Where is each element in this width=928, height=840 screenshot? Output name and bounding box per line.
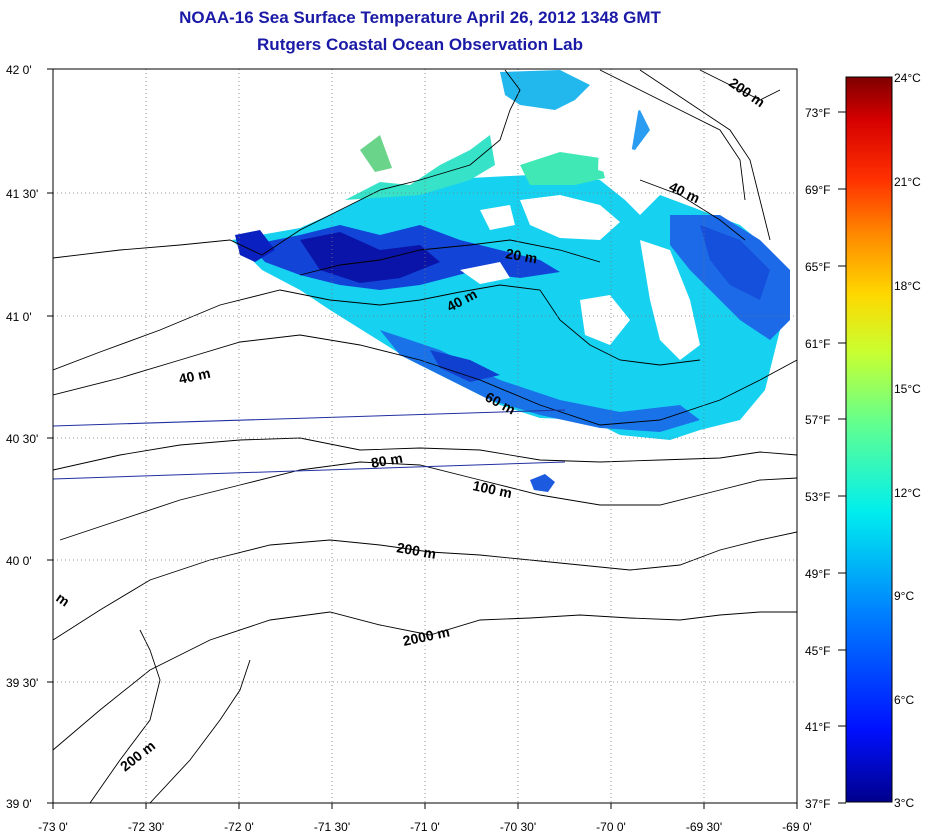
lat-label: 39 30': [6, 676, 38, 690]
lon-label: -71 30': [314, 820, 350, 834]
lon-label: -73 0': [38, 820, 68, 834]
fahrenheit-label: 53°F: [805, 490, 830, 504]
fahrenheit-label: 37°F: [805, 797, 830, 811]
lon-label: -70 30': [500, 820, 536, 834]
lat-label: 41 30': [6, 187, 38, 201]
graticule: [53, 69, 797, 803]
lon-label: -69 0': [782, 820, 812, 834]
celsius-label: 3°C: [894, 796, 914, 810]
celsius-label: 9°C: [894, 589, 914, 603]
colorbar: [845, 76, 893, 803]
depth-label: m: [53, 589, 72, 609]
map-subtitle: Rutgers Coastal Ocean Observation Lab: [257, 35, 583, 54]
depth-label: 40 m: [177, 365, 212, 387]
latitude-labels: 42 0' 41 30' 41 0' 40 30' 40 0' 39 30' 3…: [6, 63, 38, 811]
depth-label: 200 m: [117, 737, 158, 774]
lat-label: 40 0': [6, 554, 32, 568]
celsius-label: 21°C: [894, 175, 921, 189]
fahrenheit-label: 49°F: [805, 567, 830, 581]
celsius-label: 6°C: [894, 693, 914, 707]
lat-label: 42 0': [6, 63, 32, 77]
lon-label: -71 0': [410, 820, 440, 834]
depth-label: 20 m: [504, 245, 538, 266]
celsius-label: 24°C: [894, 71, 921, 85]
depth-label: 100 m: [471, 477, 513, 501]
fahrenheit-label: 69°F: [805, 183, 830, 197]
lon-label: -72 30': [128, 820, 164, 834]
depth-label: 200 m: [726, 74, 768, 110]
depth-label: 2000 m: [401, 623, 451, 649]
colorbar-fahrenheit-labels: 73°F 69°F 65°F 61°F 57°F 53°F 49°F 45°F …: [805, 106, 830, 811]
celsius-label: 15°C: [894, 382, 921, 396]
longitude-labels: -73 0' -72 30' -72 0' -71 30' -71 0' -70…: [38, 820, 812, 834]
track-lines: [52, 409, 566, 480]
celsius-label: 18°C: [894, 279, 921, 293]
axis-ticks: [47, 68, 798, 809]
lon-label: -69 30': [686, 820, 722, 834]
sst-imagery: [232, 70, 790, 492]
fahrenheit-label: 73°F: [805, 106, 830, 120]
fahrenheit-label: 61°F: [805, 337, 830, 351]
fahrenheit-label: 45°F: [805, 644, 830, 658]
lon-label: -70 0': [596, 820, 626, 834]
lon-label: -72 0': [224, 820, 254, 834]
lat-label: 41 0': [6, 310, 32, 324]
depth-label: 80 m: [370, 450, 404, 471]
colorbar-celsius-labels: 24°C 21°C 18°C 15°C 12°C 9°C 6°C 3°C: [894, 71, 921, 810]
bathymetry-contours: [53, 69, 797, 803]
map-title: NOAA-16 Sea Surface Temperature April 26…: [179, 8, 661, 27]
fahrenheit-label: 65°F: [805, 260, 830, 274]
colorbar-ticks: [838, 111, 846, 804]
celsius-label: 12°C: [894, 486, 921, 500]
lat-label: 40 30': [6, 432, 38, 446]
lat-label: 39 0': [6, 797, 32, 811]
depth-label: 200 m: [395, 539, 437, 562]
fahrenheit-label: 41°F: [805, 720, 830, 734]
fahrenheit-label: 57°F: [805, 413, 830, 427]
